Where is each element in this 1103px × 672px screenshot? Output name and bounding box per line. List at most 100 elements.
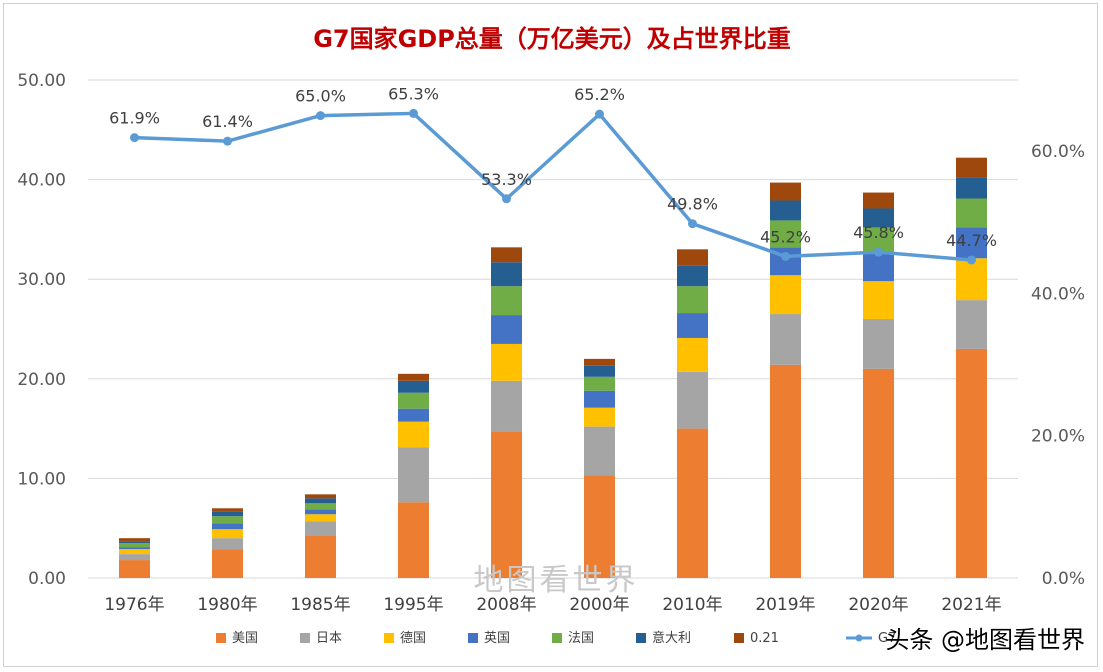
bar-segment (491, 380, 522, 432)
bar-segment (212, 516, 243, 524)
category-tick: 1995年 (383, 595, 443, 615)
bar-segment (491, 431, 522, 578)
bar-segment (677, 313, 708, 338)
share-data-label: 65.3% (388, 84, 439, 103)
right-axis-tick: 60.0% (1031, 142, 1085, 162)
bar-segment (491, 343, 522, 381)
share-line-point (595, 109, 604, 119)
legend-label: 日本 (316, 631, 342, 646)
left-axis-tick: 40.00 (17, 171, 66, 191)
bar-segment (212, 523, 243, 530)
bar-segment (956, 157, 987, 178)
legend-label: 意大利 (652, 630, 691, 646)
bar-segment (398, 447, 429, 503)
share-data-label: 45.8% (853, 223, 904, 242)
bar-segment (770, 182, 801, 201)
bar-segment (863, 208, 894, 228)
legend-label: 0.21 (750, 631, 779, 646)
bar-segment (584, 407, 615, 427)
share-line-point (316, 111, 325, 121)
bar-segment (119, 541, 150, 544)
category-tick: 1976年 (104, 595, 164, 615)
category-tick: 1980年 (197, 595, 257, 615)
bar-segment (956, 227, 987, 259)
bar-segment (956, 348, 987, 578)
right-axis: 0.0% 20.0% 40.0% 60.0% (1031, 142, 1085, 589)
share-data-label: 61.9% (109, 109, 160, 128)
legend-label: G7 (878, 631, 896, 646)
chart-frame (3, 3, 1098, 667)
bar-segment (212, 549, 243, 578)
bar-segment (212, 511, 243, 517)
bar-segment (491, 262, 522, 287)
share-line-point (874, 247, 883, 257)
bar-segment (212, 538, 243, 550)
share-data-label: 49.8% (667, 195, 718, 214)
bar-segment (398, 408, 429, 422)
bar-segment (677, 428, 708, 578)
left-axis-tick: 50.00 (17, 71, 66, 91)
bar-segment (770, 364, 801, 578)
bar-segment (491, 286, 522, 316)
bar-segment (863, 253, 894, 282)
bar-segment (677, 249, 708, 266)
bar-segment (119, 547, 150, 550)
category-tick: 2020年 (848, 595, 908, 615)
share-data-label: 65.2% (574, 85, 625, 104)
share-line-point (688, 219, 697, 229)
bar-segment (212, 508, 243, 512)
bar-segment (305, 521, 336, 536)
left-axis-tick: 10.00 (17, 469, 66, 489)
bar-segment (305, 498, 336, 504)
bar-segment (491, 315, 522, 344)
legend-swatch (216, 633, 226, 643)
left-axis-tick: 30.00 (17, 270, 66, 290)
share-data-label: 53.3% (481, 170, 532, 189)
category-tick: 2000年 (569, 595, 629, 615)
category-axis: 1976年 1980年 1985年 1995年 2008年 2000年 2010年 2019年… (104, 595, 1001, 615)
category-tick: 1985年 (290, 595, 350, 615)
share-line-point (223, 136, 232, 146)
category-tick: 2019年 (755, 595, 815, 615)
legend-label: 德国 (400, 631, 426, 646)
bar-segment (956, 300, 987, 349)
right-axis-tick: 20.0% (1031, 427, 1085, 447)
share-data-label: 44.7% (946, 231, 997, 250)
category-tick: 2008年 (476, 595, 536, 615)
bar-segment (584, 358, 615, 366)
left-axis-tick: 20.00 (17, 370, 66, 390)
legend-swatch (734, 633, 744, 643)
bar-segment (119, 543, 150, 548)
share-line-path (134, 111, 972, 262)
share-data-label: 45.2% (760, 227, 811, 246)
legend-swatch (468, 633, 478, 643)
legend-swatch (384, 633, 394, 643)
bar-segment (119, 560, 150, 578)
bar-segment (863, 281, 894, 320)
bar-segment (584, 390, 615, 408)
bar-segment (956, 198, 987, 228)
legend-swatch (300, 633, 310, 643)
legend: 美国 日本 德国 英国 法国 意大利 0.21 G7 (216, 630, 896, 646)
legend-swatch (636, 633, 646, 643)
bar-segment (305, 494, 336, 499)
legend-label: 法国 (568, 631, 594, 646)
bar-segment (770, 275, 801, 315)
bar-segment (491, 247, 522, 263)
bar-segment (863, 319, 894, 369)
bar-segment (398, 392, 429, 409)
category-tick: 2010年 (662, 595, 722, 615)
bar-segment (770, 220, 801, 248)
bar-series (119, 157, 987, 578)
share-line-point (502, 194, 511, 204)
bar-segment (398, 502, 429, 578)
bar-segment (584, 475, 615, 578)
bar-segment (119, 538, 150, 542)
bar-segment (770, 314, 801, 365)
bar-segment (584, 365, 615, 377)
chart-title: G7国家GDP总量（万亿美元）及占世界比重 (313, 25, 791, 53)
share-data-label: 65.0% (295, 87, 346, 106)
category-tick: 2021年 (941, 595, 1001, 615)
bar-segment (584, 376, 615, 391)
bar-segment (305, 503, 336, 510)
